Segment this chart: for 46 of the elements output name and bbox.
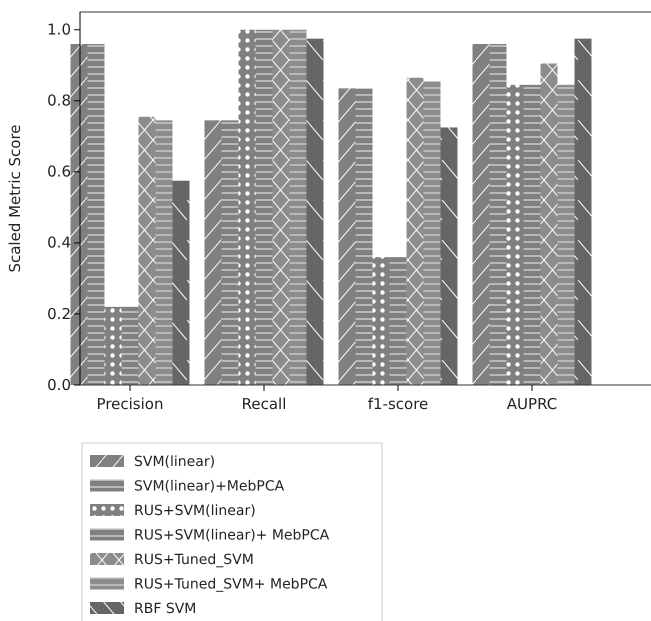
bar [104,306,122,385]
y-tick-label: 0.8 [47,92,71,110]
bar [558,84,574,385]
legend-label: RUS+Tuned_SVM [134,552,254,568]
x-tick-label: f1-score [368,395,428,413]
bar [472,44,490,385]
bar [356,88,372,385]
bar [222,120,238,385]
bar [524,84,540,385]
bar [256,30,272,385]
bar [424,81,440,385]
bar [406,78,424,385]
y-tick-label: 0.0 [47,376,71,394]
legend-label: SVM(linear)+MebPCA [134,478,285,494]
bar [172,180,190,385]
bar [238,30,256,385]
bar [390,257,406,385]
x-tick-label: Recall [242,395,286,413]
bar [156,120,172,385]
bar [88,44,104,385]
y-tick-label: 0.2 [47,304,71,323]
bar [290,30,306,385]
legend-label: SVM(linear) [134,454,216,470]
y-tick-label: 1.0 [47,20,71,39]
legend-label: RUS+SVM(linear)+ MebPCA [134,528,330,544]
x-tick-label: AUPRC [506,395,558,413]
bar [204,120,222,385]
bar [70,44,88,385]
bar [138,116,156,385]
legend-label: RUS+SVM(linear) [134,503,256,519]
y-tick-label: 0.4 [47,234,71,252]
bar [490,44,506,385]
legend-label: RUS+Tuned_SVM+ MebPCA [134,576,328,592]
bar [440,127,458,385]
y-axis-title: Scaled Metric Score [6,124,24,273]
bar [506,84,524,385]
bar [338,88,356,385]
bar [540,64,558,385]
y-tick-label: 0.6 [47,162,71,181]
bar [372,257,390,385]
bar [272,30,290,385]
legend-label: RBF SVM [134,601,196,617]
bar [306,38,324,385]
x-tick-label: Precision [96,395,164,413]
bar [122,306,138,385]
bar [574,38,592,385]
